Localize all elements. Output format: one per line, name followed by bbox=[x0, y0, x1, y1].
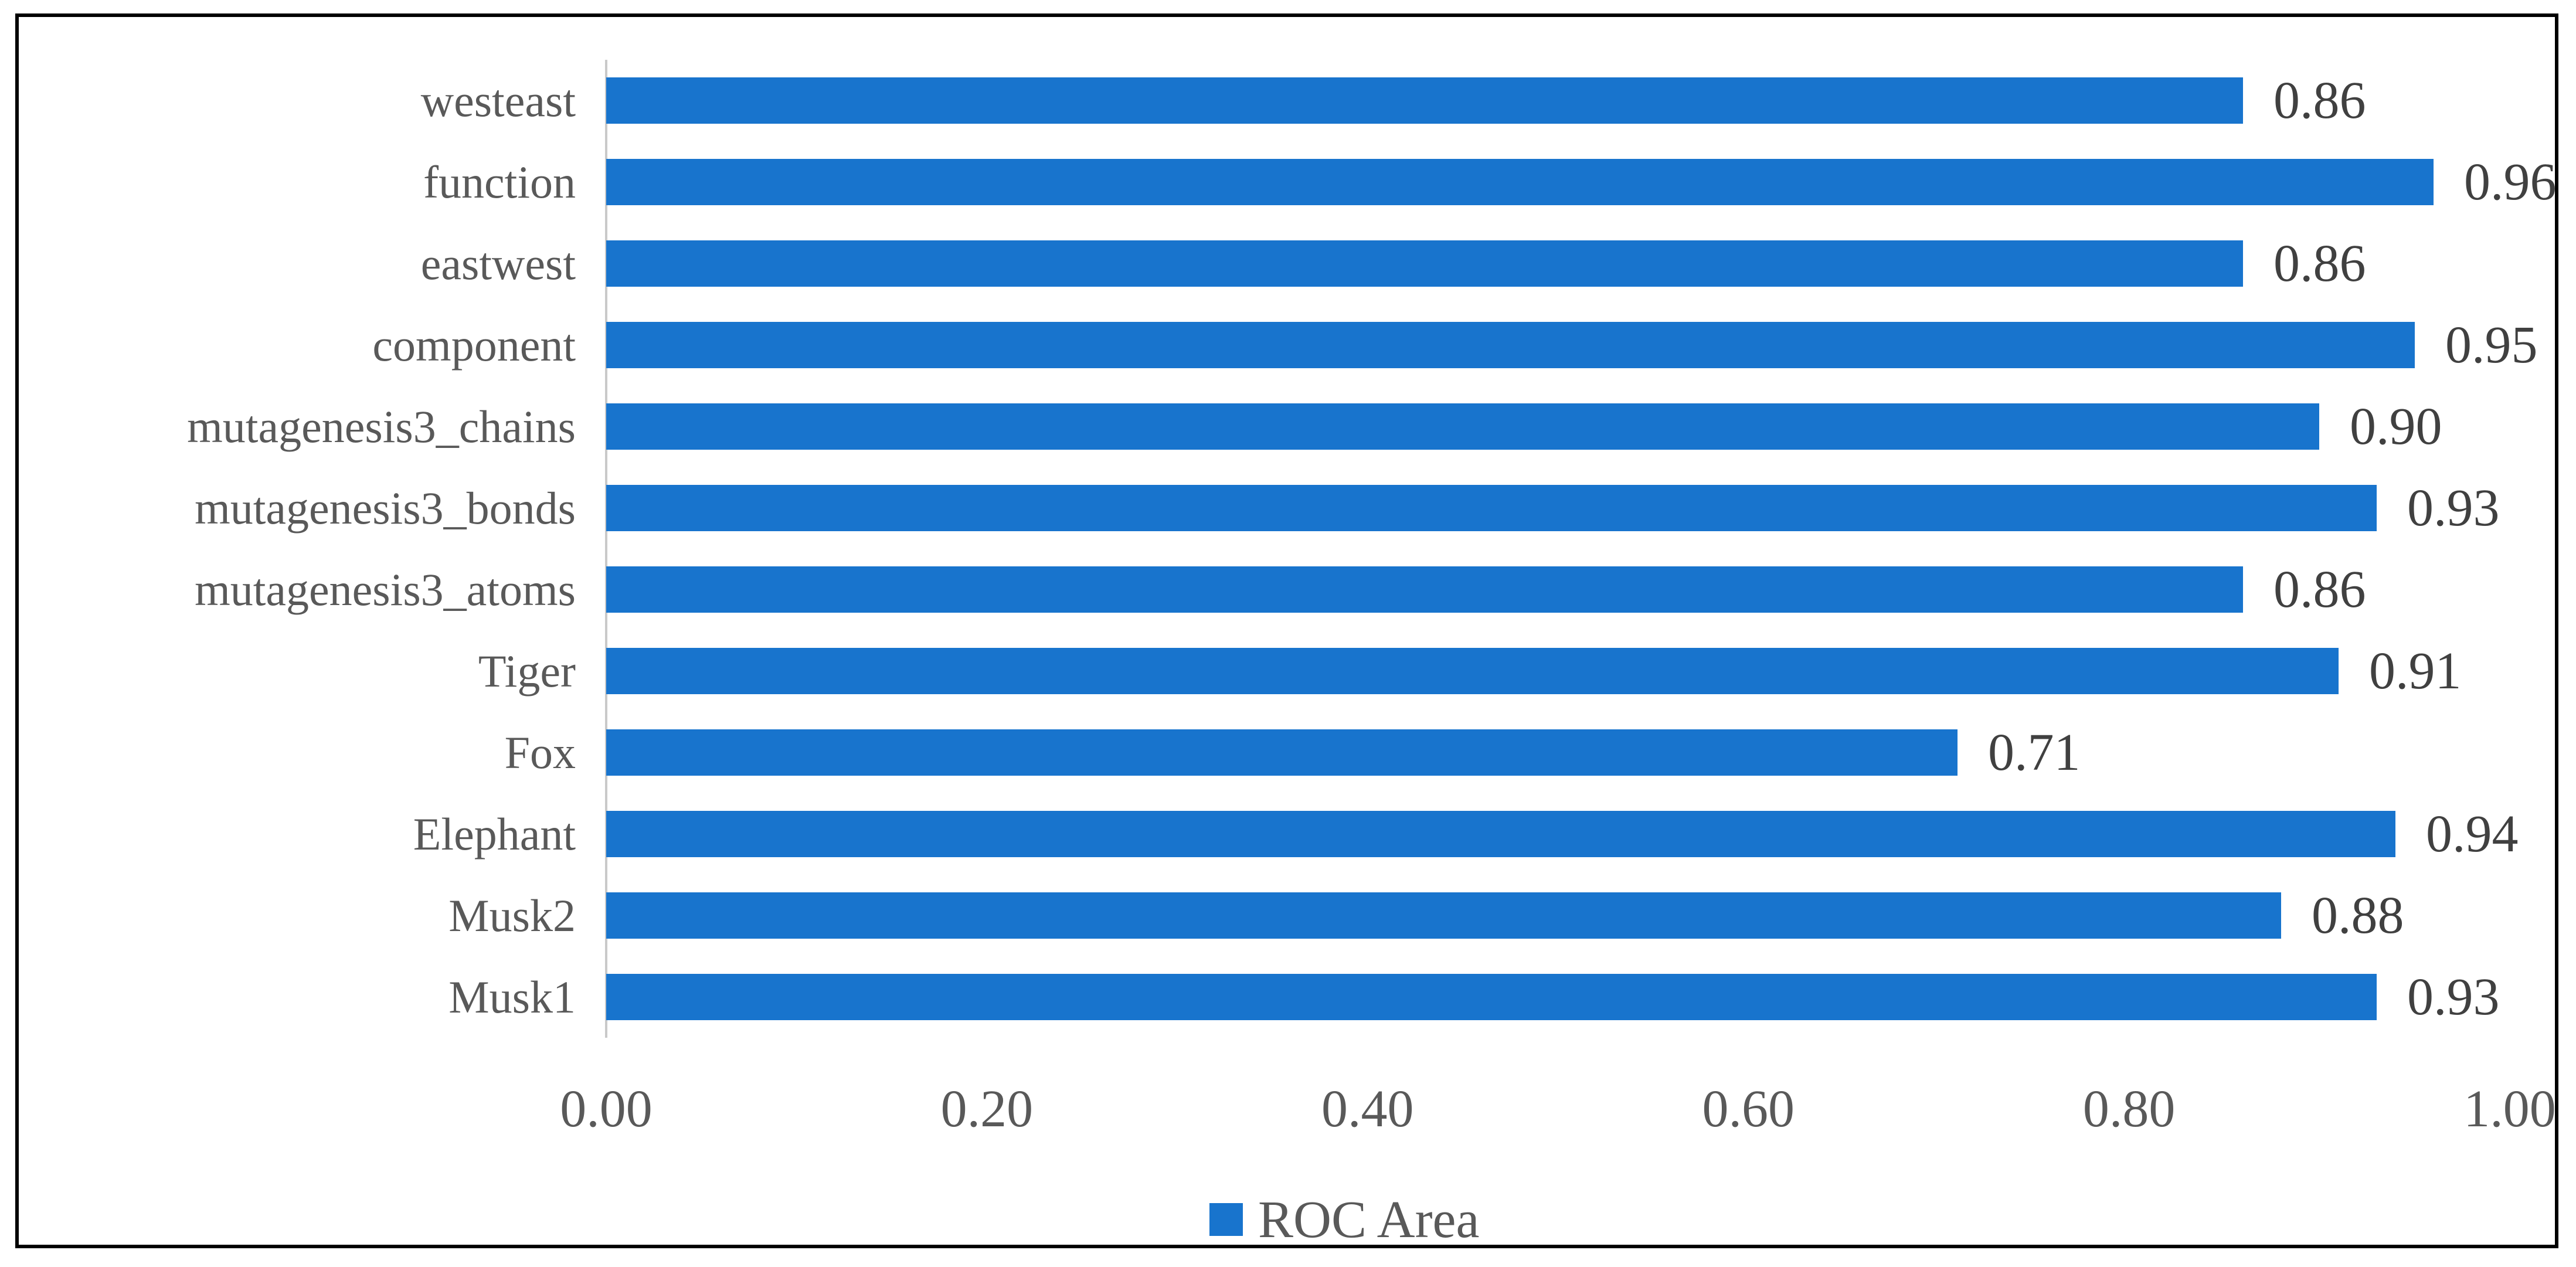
category-label: mutagenesis3_atoms bbox=[195, 563, 576, 615]
legend: ROC Area bbox=[1209, 1191, 1479, 1249]
bar bbox=[606, 811, 2395, 857]
bar bbox=[606, 403, 2319, 450]
category-label: function bbox=[423, 156, 576, 208]
bar bbox=[606, 974, 2377, 1020]
value-label: 0.88 bbox=[2312, 886, 2404, 945]
x-tick-label: 0.20 bbox=[940, 1079, 1034, 1138]
x-tick-label: 0.80 bbox=[2082, 1079, 2176, 1138]
value-label: 0.94 bbox=[2426, 805, 2519, 863]
bar bbox=[606, 566, 2243, 613]
bar bbox=[606, 240, 2243, 287]
category-label: eastwest bbox=[420, 237, 576, 289]
category-label: Fox bbox=[504, 726, 576, 778]
bar bbox=[606, 77, 2243, 124]
bar bbox=[606, 322, 2415, 368]
category-label: mutagenesis3_bonds bbox=[195, 482, 576, 534]
value-label: 0.93 bbox=[2407, 968, 2500, 1026]
value-label: 0.86 bbox=[2273, 235, 2366, 293]
category-label: Tiger bbox=[478, 645, 576, 697]
category-label: Musk1 bbox=[448, 971, 576, 1023]
category-label: westeast bbox=[420, 74, 576, 126]
value-label: 0.71 bbox=[1988, 723, 2081, 782]
value-label: 0.93 bbox=[2407, 479, 2500, 537]
bar bbox=[606, 892, 2281, 939]
legend-square-marker-icon bbox=[1209, 1203, 1243, 1236]
x-tick-label: 1.00 bbox=[2463, 1079, 2556, 1138]
plot-area bbox=[606, 60, 2510, 1038]
value-label: 0.96 bbox=[2464, 153, 2557, 211]
x-tick-label: 0.00 bbox=[560, 1079, 653, 1138]
category-label: mutagenesis3_chains bbox=[187, 400, 576, 452]
category-label: component bbox=[372, 319, 576, 371]
value-label: 0.95 bbox=[2445, 316, 2538, 374]
value-label: 0.90 bbox=[2350, 398, 2442, 456]
x-tick-label: 0.60 bbox=[1702, 1079, 1795, 1138]
legend-label: ROC Area bbox=[1258, 1190, 1480, 1249]
category-axis-line bbox=[605, 60, 607, 1038]
value-label: 0.91 bbox=[2369, 642, 2462, 700]
bar bbox=[606, 729, 1958, 776]
chart-frame: westeast 0.86 function 0.96 eastwest 0.86 comp… bbox=[15, 13, 2558, 1249]
category-label: Musk2 bbox=[448, 889, 576, 941]
value-label: 0.86 bbox=[2273, 72, 2366, 130]
bar bbox=[606, 648, 2339, 694]
value-label: 0.86 bbox=[2273, 561, 2366, 619]
category-label: Elephant bbox=[413, 808, 576, 860]
bar bbox=[606, 485, 2377, 531]
bar bbox=[606, 159, 2434, 205]
x-tick-label: 0.40 bbox=[1321, 1079, 1414, 1138]
